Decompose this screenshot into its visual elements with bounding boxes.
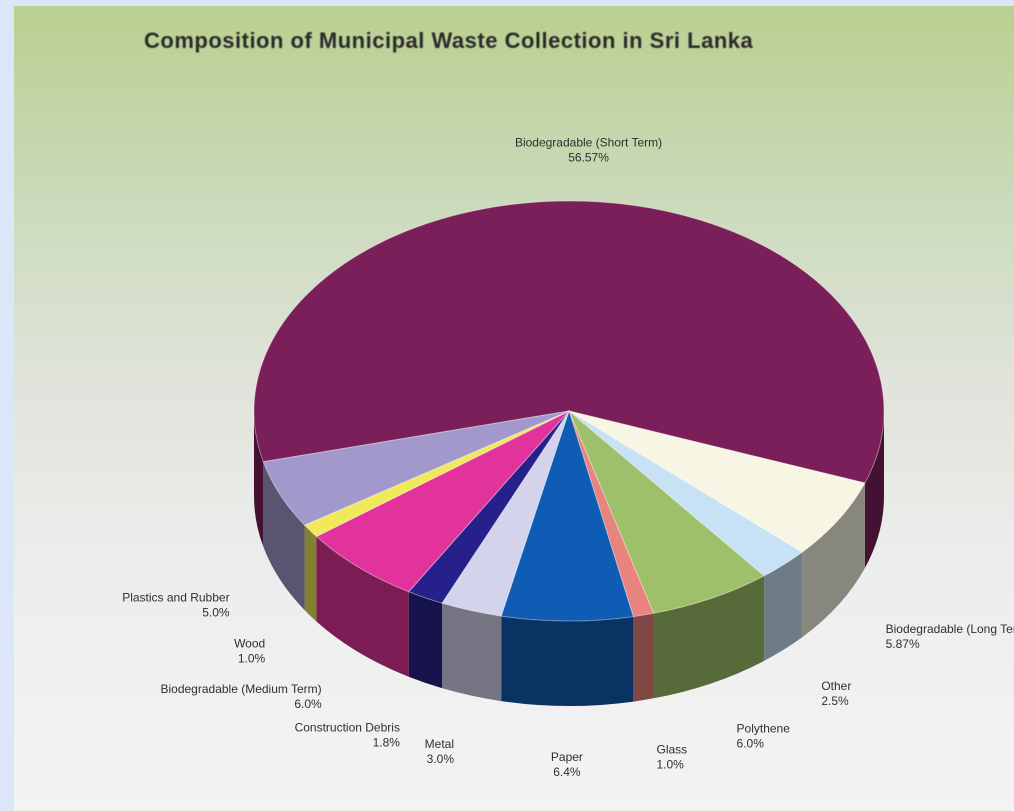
pie-slice-3 <box>568 410 766 614</box>
pie-slice-9 <box>303 410 570 538</box>
slice-label-name-7: Construction Debris <box>295 721 400 735</box>
slice-label-7: Construction Debris 1.8% <box>295 721 401 750</box>
slice-label-value-6: 3.0% <box>427 752 455 766</box>
pie-slice-side-2 <box>764 552 803 661</box>
pie-slice-side-9 <box>304 525 317 622</box>
slice-label-value-0: 56.57% <box>568 150 609 164</box>
slice-label-name-3: Polythene <box>737 721 791 735</box>
pie-slice-2 <box>568 410 804 577</box>
pie-slice-side-7 <box>408 591 442 689</box>
slice-label-name-8: Biodegradable (Medium Term) <box>160 682 321 696</box>
pie-slice-side-8 <box>316 536 409 677</box>
slice-label-value-9: 1.0% <box>238 651 266 665</box>
pie-slice-8 <box>315 410 570 593</box>
chart-title: Composition of Municipal Waste Collectio… <box>144 28 754 53</box>
slice-label-name-0: Biodegradable (Short Term) <box>515 135 662 149</box>
slice-label-value-1: 5.87% <box>886 637 920 651</box>
slice-label-name-10: Plastics and Rubber <box>122 590 229 604</box>
slice-label-name-9: Wood <box>234 636 265 650</box>
slice-label-4: Glass 1.0% <box>656 742 687 771</box>
slice-label-name-5: Paper <box>551 750 583 764</box>
pie-chart: Biodegradable (Short Term) 56.57%Biodegra… <box>122 135 1014 779</box>
slice-label-5: Paper 6.4% <box>551 750 583 779</box>
slice-label-3: Polythene 6.0% <box>737 721 791 750</box>
pie-slice-10 <box>262 410 570 526</box>
slice-label-name-2: Other <box>821 679 851 693</box>
slice-label-0: Biodegradable (Short Term) 56.57% <box>515 135 662 164</box>
slice-label-value-8: 6.0% <box>294 697 322 711</box>
slice-label-6: Metal 3.0% <box>425 737 455 766</box>
slice-label-9: Wood 1.0% <box>234 636 265 665</box>
slice-label-1: Biodegradable (Long Term)5.87% <box>886 622 1014 651</box>
chart-frame: Composition of Municipal Waste Collectio… <box>14 6 1014 811</box>
slice-label-value-7: 1.8% <box>373 736 401 750</box>
slice-label-value-5: 6.4% <box>553 765 581 779</box>
pie-slice-side-3 <box>653 575 765 699</box>
slice-label-2: Other 2.5% <box>821 679 851 708</box>
slice-label-value-10: 5.0% <box>202 605 230 619</box>
pie-slice-4 <box>568 410 655 618</box>
slice-label-10: Plastics and Rubber 5.0% <box>122 590 230 619</box>
pie-slice-7 <box>407 410 570 604</box>
slice-label-value-3: 6.0% <box>737 736 765 750</box>
slice-label-value-2: 2.5% <box>821 694 849 708</box>
pie-slice-5 <box>500 409 634 622</box>
pie-slice-side-10 <box>263 461 305 611</box>
pie-slice-6 <box>441 410 570 617</box>
slice-label-value-4: 1.0% <box>656 757 684 771</box>
slice-label-name-6: Metal <box>425 737 454 751</box>
pie-slice-side-1 <box>802 483 865 638</box>
pie-slice-side-4 <box>633 613 654 702</box>
slice-label-name-1: Biodegradable (Long Term) <box>886 622 1014 636</box>
slice-label-8: Biodegradable (Medium Term) 6.0% <box>160 682 322 711</box>
pie-slice-side-0 <box>254 411 264 547</box>
pie-slice-side-6 <box>441 603 502 702</box>
pie-slice-1 <box>568 410 866 553</box>
pie-slice-side-0 <box>864 411 884 569</box>
slice-label-name-4: Glass <box>656 742 687 756</box>
pie-slice-side-5 <box>501 616 634 706</box>
pie-slice-0 <box>253 200 885 484</box>
